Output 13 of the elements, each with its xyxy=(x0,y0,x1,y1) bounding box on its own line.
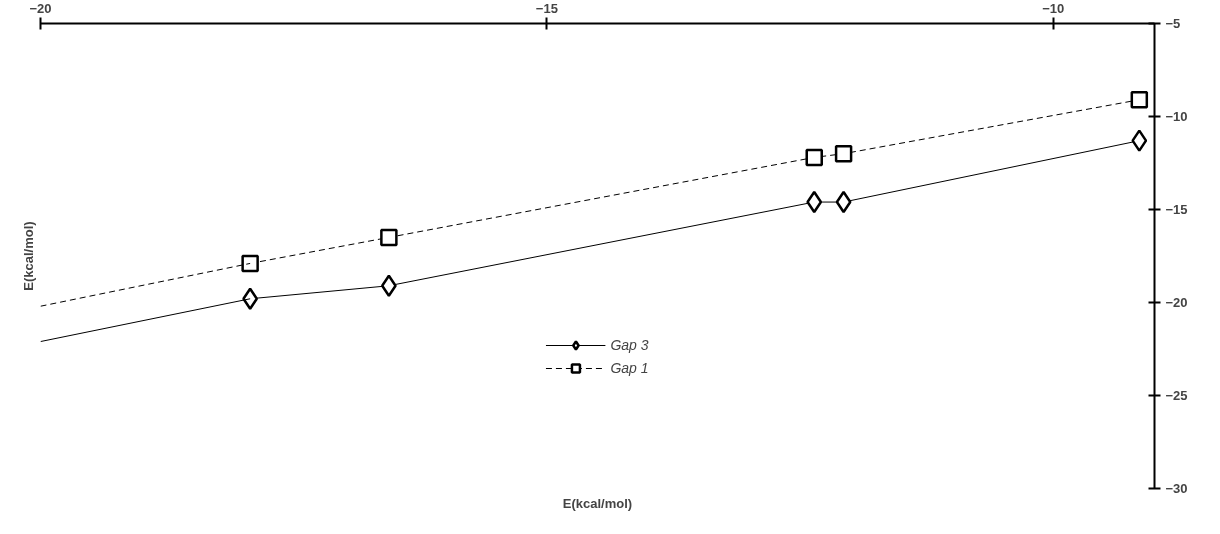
y-tick-label: −30 xyxy=(1165,481,1188,496)
legend-label: Gap 1 xyxy=(610,360,649,376)
y-axis-title: E(kcal/mol) xyxy=(20,221,36,291)
legend-label: Gap 3 xyxy=(610,337,649,353)
x-tick-label: −20 xyxy=(29,0,52,16)
y-tick-label: −15 xyxy=(1165,202,1188,217)
x-tick-label: −15 xyxy=(535,0,558,16)
x-axis-title: E(kcal/mol) xyxy=(562,495,633,511)
y-tick-label: −5 xyxy=(1165,16,1181,31)
y-tick-label: −20 xyxy=(1165,295,1188,310)
x-tick-label: −10 xyxy=(1042,0,1065,16)
y-tick-label: −10 xyxy=(1165,109,1188,124)
y-tick-label: −25 xyxy=(1165,388,1188,403)
